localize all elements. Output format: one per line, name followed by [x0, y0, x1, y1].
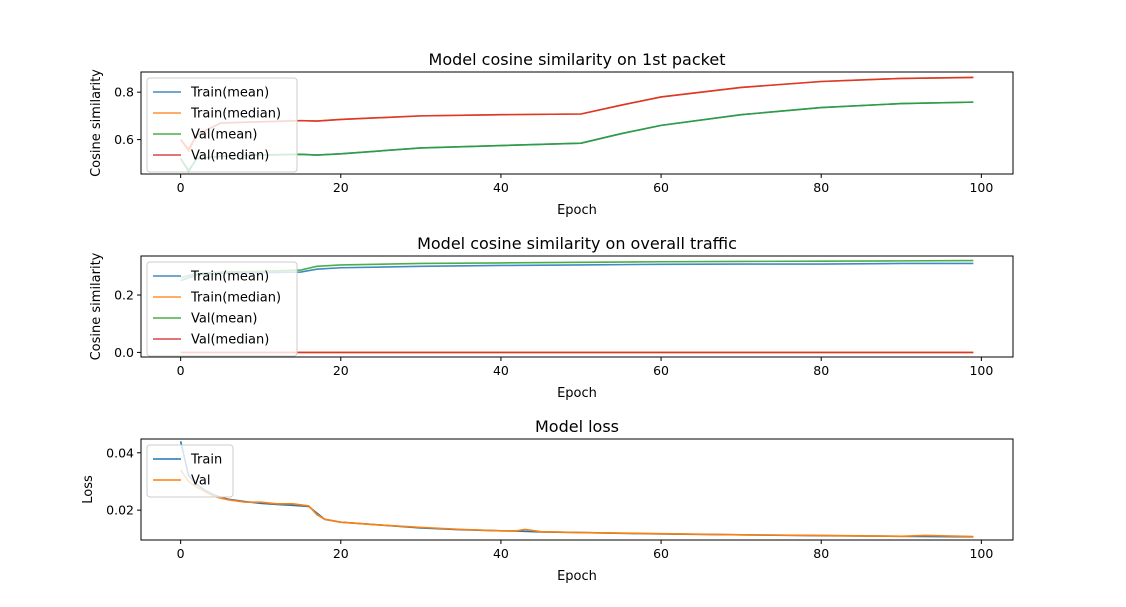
y-axis-label: Cosine similarity [89, 252, 104, 360]
legend-label: Val(median) [191, 149, 269, 164]
x-tick-label: 40 [493, 363, 509, 378]
x-tick-label: 80 [813, 180, 829, 195]
x-tick-label: 60 [653, 546, 669, 561]
x-tick-label: 20 [333, 180, 349, 195]
chart-title: Model cosine similarity on overall traff… [417, 234, 737, 253]
x-tick-label: 80 [813, 546, 829, 561]
axes-frame [140, 71, 1014, 175]
y-tick-label: 0.6 [114, 132, 134, 147]
x-tick-label: 100 [969, 363, 993, 378]
legend-box [146, 77, 298, 173]
legend-label: Train [190, 453, 222, 468]
chart-title: Model cosine similarity on 1st packet [429, 50, 726, 69]
legend-label: Val(mean) [191, 128, 257, 143]
x-tick-label: 0 [177, 546, 185, 561]
legend-label: Train(mean) [190, 86, 269, 101]
x-tick-label: 20 [333, 546, 349, 561]
series-line-val-mean- [179, 101, 974, 174]
x-tick-label: 60 [653, 180, 669, 195]
axes-frame [140, 255, 1014, 358]
y-tick-label: 0.02 [106, 503, 134, 518]
series-line-train-mean- [179, 101, 974, 172]
legend-label: Val(median) [191, 333, 269, 348]
x-tick-label: 0 [177, 363, 185, 378]
subplot-2: Model cosine similarity on overall traff… [89, 234, 1014, 401]
x-tick-label: 40 [493, 180, 509, 195]
legend-label: Val [191, 474, 210, 489]
legend: Train Val [146, 444, 234, 498]
y-tick-label: 0.0 [114, 345, 134, 360]
x-tick-label: 60 [653, 363, 669, 378]
series-line-train [179, 441, 974, 538]
y-axis-label: Cosine similarity [89, 69, 104, 177]
series-line-val [179, 469, 974, 538]
x-tick-label: 40 [493, 546, 509, 561]
legend-label: Train(median) [190, 291, 281, 306]
axes-frame [140, 438, 1014, 541]
legend: Train(mean) Train(median) Val(mean) Val(med… [146, 261, 298, 357]
legend-label: Train(median) [190, 107, 281, 122]
x-tick-label: 20 [333, 363, 349, 378]
x-tick-label: 100 [969, 180, 993, 195]
x-axis-label: Epoch [557, 386, 597, 401]
subplot-1: Model cosine similarity on 1st packet 0 20… [89, 50, 1014, 218]
legend-label: Val(mean) [191, 312, 257, 327]
subplot-3: Model loss 0 20 40 60 80 100 0.02 0.04 Epoch Loss T… [81, 417, 1014, 584]
x-axis-label: Epoch [557, 203, 597, 218]
y-tick-label: 0.8 [114, 85, 134, 100]
x-tick-label: 0 [177, 180, 185, 195]
x-tick-label: 100 [969, 546, 993, 561]
legend-label: Train(mean) [190, 270, 269, 285]
x-axis-label: Epoch [557, 569, 597, 584]
legend: Train(mean) Train(median) Val(mean) Val(med… [146, 77, 298, 173]
y-tick-label: 0.04 [106, 445, 134, 460]
y-axis-label: Loss [81, 475, 96, 504]
series-line-train-mean- [180, 262, 974, 282]
legend-box [146, 444, 234, 498]
legend-box [146, 261, 298, 357]
x-tick-label: 80 [813, 363, 829, 378]
series-line-val-median- [180, 76, 974, 151]
y-tick-label: 0.2 [114, 288, 134, 303]
chart-title: Model loss [535, 417, 619, 436]
